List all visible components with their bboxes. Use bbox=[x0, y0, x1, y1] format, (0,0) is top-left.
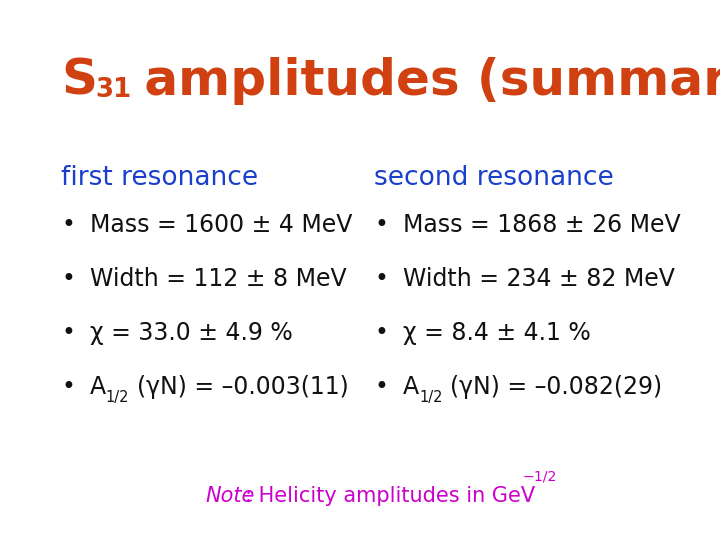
Text: •: • bbox=[374, 321, 388, 345]
Text: •: • bbox=[374, 213, 388, 237]
Text: A: A bbox=[403, 375, 419, 399]
Text: Width = 112 ± 8 MeV: Width = 112 ± 8 MeV bbox=[90, 267, 346, 291]
Text: Mass = 1600 ± 4 MeV: Mass = 1600 ± 4 MeV bbox=[90, 213, 352, 237]
Text: amplitudes (summary): amplitudes (summary) bbox=[127, 57, 720, 105]
Text: •: • bbox=[374, 267, 388, 291]
Text: •: • bbox=[61, 375, 75, 399]
Text: : Helicity amplitudes in GeV: : Helicity amplitudes in GeV bbox=[245, 486, 535, 506]
Text: •: • bbox=[374, 375, 388, 399]
Text: A: A bbox=[90, 375, 106, 399]
Text: S: S bbox=[61, 57, 97, 105]
Text: Mass = 1868 ± 26 MeV: Mass = 1868 ± 26 MeV bbox=[403, 213, 681, 237]
Text: Width = 234 ± 82 MeV: Width = 234 ± 82 MeV bbox=[403, 267, 675, 291]
Text: χ = 33.0 ± 4.9 %: χ = 33.0 ± 4.9 % bbox=[90, 321, 293, 345]
Text: first resonance: first resonance bbox=[61, 165, 258, 191]
Text: (γN) = –0.082(29): (γN) = –0.082(29) bbox=[450, 375, 662, 399]
Text: •: • bbox=[61, 213, 75, 237]
Text: (γN) = –0.003(11): (γN) = –0.003(11) bbox=[137, 375, 348, 399]
Text: second resonance: second resonance bbox=[374, 165, 614, 191]
Text: −1/2: −1/2 bbox=[522, 470, 557, 484]
Text: 1/2: 1/2 bbox=[419, 390, 443, 406]
Text: Note: Note bbox=[205, 486, 255, 506]
Text: χ = 8.4 ± 4.1 %: χ = 8.4 ± 4.1 % bbox=[403, 321, 591, 345]
Text: 31: 31 bbox=[96, 77, 132, 103]
Text: •: • bbox=[61, 267, 75, 291]
Text: •: • bbox=[61, 321, 75, 345]
Text: 1/2: 1/2 bbox=[106, 390, 130, 406]
